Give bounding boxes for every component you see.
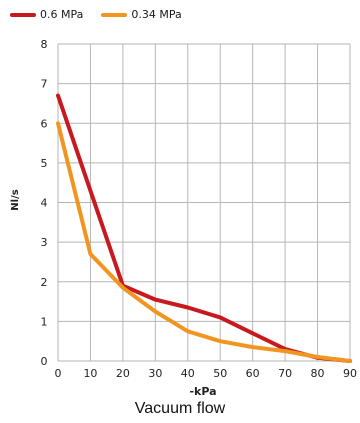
y-tick-label-1: 1: [41, 315, 48, 328]
x-tick-label-50: 50: [213, 367, 227, 380]
series-lines: [56, 93, 352, 363]
tick-labels: 0 10 20 30 40 50 60 70 80 90 0 1 2 3 4 5 6 7 8: [41, 38, 358, 380]
legend-label-0.6-mpa: 0.6 MPa: [40, 8, 84, 21]
y-tick-label-8: 8: [41, 38, 48, 51]
legend-swatch-0.34-mpa: [101, 12, 128, 17]
legend-item-0.34-mpa: 0.34 MPa: [101, 8, 182, 21]
plot-area: 0 10 20 30 40 50 60 70 80 90 0 1 2 3 4 5 6 7 8 -kPa Nl/s: [10, 38, 358, 398]
x-tick-label-80: 80: [311, 367, 325, 380]
y-tick-label-4: 4: [41, 197, 48, 210]
y-axis-label: Nl/s: [10, 189, 21, 210]
legend-swatch-0.6-mpa: [10, 12, 36, 17]
grid: [57, 43, 351, 362]
x-tick-label-60: 60: [246, 367, 260, 380]
x-axis-label: -kPa: [189, 385, 216, 398]
x-tick-label-90: 90: [343, 367, 357, 380]
legend-item-0.6-mpa: 0.6 MPa: [10, 8, 83, 21]
series-line-0.34-mpa: [56, 121, 352, 363]
x-tick-label-0: 0: [55, 367, 62, 380]
x-tick-label-30: 30: [148, 367, 162, 380]
y-tick-label-2: 2: [41, 276, 48, 289]
x-tick-label-20: 20: [116, 367, 130, 380]
x-tick-label-40: 40: [181, 367, 195, 380]
x-tick-label-10: 10: [83, 367, 97, 380]
chart-caption: Vacuum flow: [134, 400, 226, 417]
y-tick-label-5: 5: [41, 157, 48, 170]
y-tick-label-3: 3: [41, 236, 48, 249]
legend: 0.6 MPa 0.34 MPa: [10, 8, 182, 21]
y-tick-label-0: 0: [41, 355, 48, 368]
x-tick-label-70: 70: [278, 367, 292, 380]
y-tick-label-6: 6: [41, 117, 48, 130]
legend-label-0.34-mpa: 0.34 MPa: [131, 8, 182, 21]
y-tick-label-7: 7: [41, 78, 48, 91]
